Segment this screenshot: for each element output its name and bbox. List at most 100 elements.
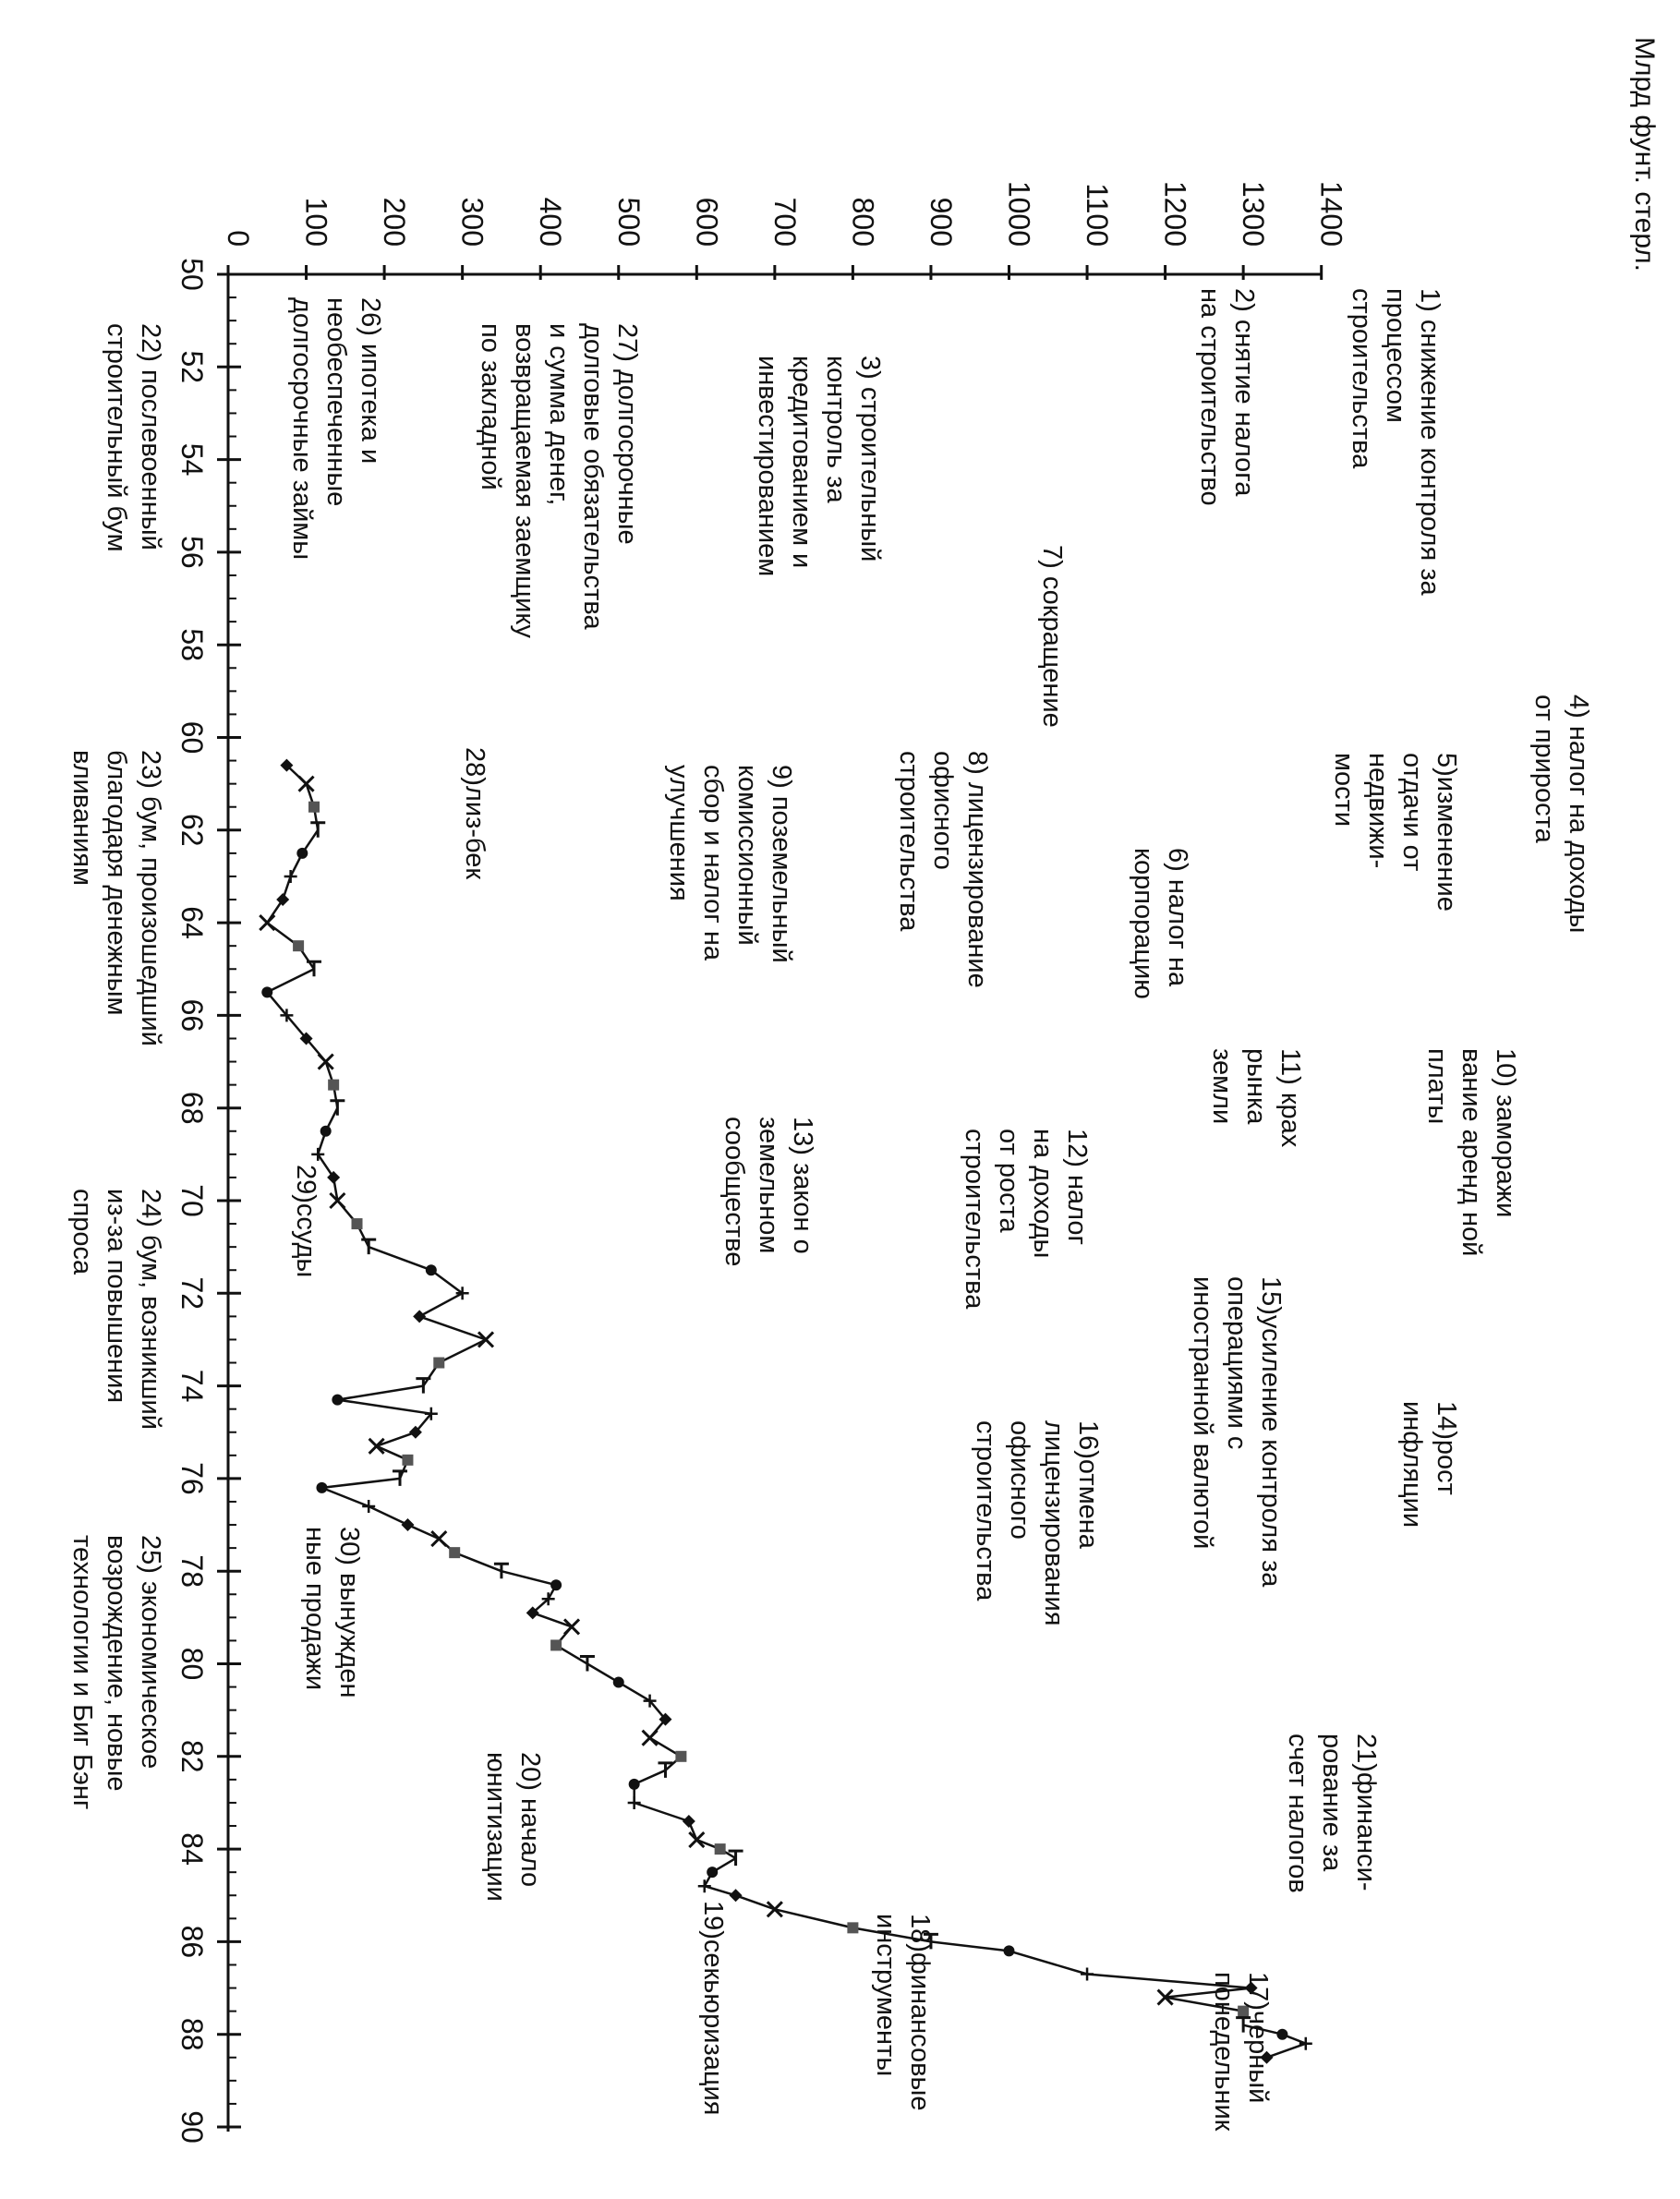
annotation-line: и сумма денег, bbox=[544, 323, 574, 505]
series-layer bbox=[259, 758, 1312, 2064]
x-tick-label: 54 bbox=[175, 443, 209, 477]
data-point bbox=[612, 1676, 624, 1688]
data-point bbox=[658, 1761, 673, 1778]
annotation-line: благодаря денежным bbox=[102, 750, 131, 1015]
x-tick-label: 74 bbox=[175, 1370, 209, 1403]
x-tick-label: 68 bbox=[175, 1092, 209, 1125]
data-point bbox=[402, 1454, 414, 1466]
data-point bbox=[299, 1032, 313, 1045]
data-point bbox=[1003, 1945, 1015, 1957]
x-tick-label: 82 bbox=[175, 1740, 209, 1773]
y-tick-label: 700 bbox=[768, 198, 802, 247]
annotation-line: строительства bbox=[1347, 288, 1376, 469]
data-point bbox=[261, 986, 273, 998]
data-point bbox=[361, 1238, 377, 1255]
data-point bbox=[1236, 2016, 1251, 2033]
annotation-line: 9) поземельный bbox=[767, 765, 796, 963]
data-point bbox=[643, 1694, 657, 1708]
annotation-line: 16)отмена bbox=[1073, 1420, 1103, 1550]
data-point bbox=[526, 1606, 539, 1620]
data-point bbox=[707, 1867, 719, 1879]
annotation-line: 25) экономическое bbox=[136, 1535, 165, 1769]
data-point bbox=[416, 1377, 431, 1394]
data-point bbox=[1244, 1981, 1258, 1995]
annotation-line: строительства bbox=[971, 1420, 1000, 1601]
annotation-line: процессом bbox=[1381, 288, 1410, 423]
annotation-line: 22) послевоенный bbox=[136, 323, 165, 550]
data-point bbox=[541, 1592, 555, 1606]
annotation-19: 19)секьюризация bbox=[698, 1901, 728, 2115]
x-tick-label: 78 bbox=[175, 1554, 209, 1588]
annotation-7: 7) сокращение bbox=[1037, 545, 1067, 728]
data-point bbox=[766, 1901, 783, 1918]
annotation-line: необеспеченные bbox=[321, 297, 351, 506]
data-point bbox=[688, 1831, 706, 1849]
data-point bbox=[413, 1310, 427, 1323]
data-point bbox=[550, 1579, 562, 1591]
annotation-line: корпорацию bbox=[1129, 848, 1158, 999]
annotation-line: 2) снятие налога bbox=[1229, 288, 1259, 497]
y-tick-label: 1200 bbox=[1159, 181, 1192, 247]
annotation-line: возвращаемая заемщику bbox=[510, 323, 539, 638]
data-point bbox=[316, 1481, 328, 1493]
annotation-line: операциями с bbox=[1222, 1276, 1251, 1449]
annotation-line: по закладной bbox=[476, 323, 505, 490]
annotation-line: 18)финансовые bbox=[905, 1914, 935, 2110]
annotation-line: инвестированием bbox=[753, 356, 782, 576]
annotation-line: сообществе bbox=[719, 1117, 749, 1266]
y-tick-label: 200 bbox=[378, 198, 411, 247]
annotation-line: от прироста bbox=[1529, 695, 1559, 844]
y-tick-label: 1400 bbox=[1315, 181, 1348, 247]
annotation-line: 6) налог на bbox=[1163, 848, 1192, 987]
y-tick-label: 1000 bbox=[1003, 181, 1036, 247]
data-point bbox=[362, 1499, 376, 1513]
annotation-line: лицензирования bbox=[1039, 1420, 1069, 1625]
data-point bbox=[847, 1922, 859, 1934]
annotation-line: 21)финанси- bbox=[1351, 1734, 1381, 1891]
annotation-line: вливаниям bbox=[67, 750, 97, 886]
data-point bbox=[628, 1778, 640, 1790]
annotation-16: 16)отменалицензированияофисногостроитель… bbox=[971, 1420, 1103, 1625]
annotation-line: возрождение, новые bbox=[102, 1535, 131, 1792]
data-point bbox=[424, 1407, 438, 1420]
annotation-line: 4) налог на доходы bbox=[1564, 695, 1593, 933]
data-point bbox=[1260, 2050, 1274, 2064]
y-tick-label: 300 bbox=[456, 198, 489, 247]
annotation-line: комиссионный bbox=[732, 765, 762, 946]
annotation-line: вание аренд ной bbox=[1456, 1048, 1486, 1256]
data-point bbox=[455, 1287, 469, 1300]
annotation-line: недвижи- bbox=[1363, 753, 1393, 868]
y-tick-label: 0 bbox=[222, 230, 255, 247]
annotation-line: 20) начало bbox=[515, 1752, 545, 1887]
annotation-line: платы bbox=[1422, 1048, 1452, 1124]
data-point bbox=[675, 1750, 687, 1762]
data-point bbox=[659, 1712, 672, 1726]
annotation-line: 30) вынужден bbox=[334, 1527, 364, 1698]
data-point bbox=[923, 1932, 938, 1950]
annotation-line: 15)усиление контроля за bbox=[1256, 1276, 1286, 1588]
y-tick-label: 100 bbox=[300, 198, 333, 247]
annotation-line: иностранной валютой bbox=[1188, 1276, 1217, 1549]
annotation-line: спроса bbox=[67, 1189, 97, 1275]
data-point bbox=[320, 1125, 332, 1137]
data-point bbox=[296, 847, 308, 859]
annotation-line: 23) бум, произошедший bbox=[136, 750, 165, 1046]
chart-title: Млрд фунт. стерл. bbox=[1629, 37, 1660, 272]
annotation-line: 14)рост bbox=[1432, 1401, 1461, 1495]
data-point bbox=[259, 914, 276, 932]
x-tick-label: 72 bbox=[175, 1277, 209, 1311]
data-point bbox=[1299, 2036, 1312, 2050]
annotation-line: строительный бум bbox=[102, 323, 131, 552]
data-point bbox=[449, 1547, 461, 1559]
annotation-line: контроль за bbox=[821, 356, 851, 503]
data-point bbox=[627, 1795, 641, 1809]
y-tick-label: 600 bbox=[690, 198, 723, 247]
data-point bbox=[1276, 2028, 1288, 2040]
data-point bbox=[351, 1218, 363, 1230]
data-point bbox=[477, 1331, 495, 1348]
